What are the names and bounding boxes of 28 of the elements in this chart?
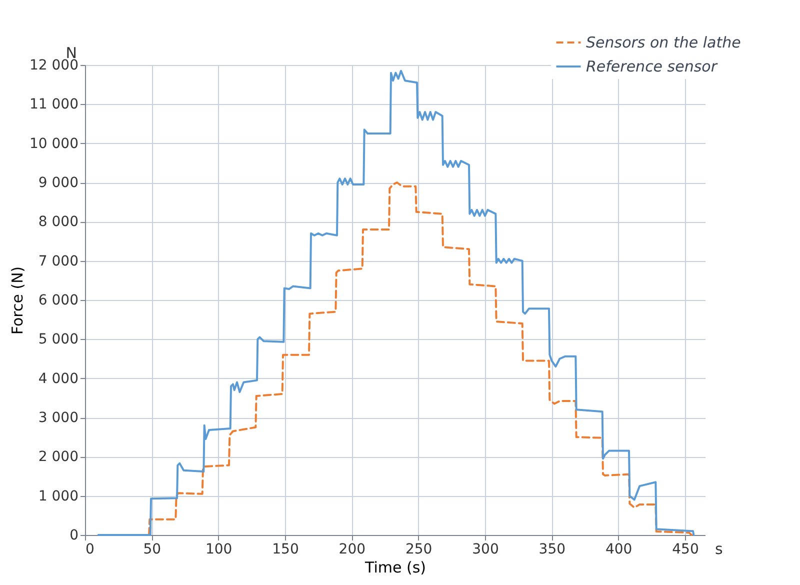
y-tick-label: 7 000	[38, 253, 78, 270]
x-tick-label: 300	[472, 542, 499, 558]
y-tick-label: 3 000	[38, 410, 78, 426]
x-axis-title: Time (s)	[364, 558, 426, 576]
y-axis-title: Force (N)	[8, 266, 27, 335]
x-tick-label: 450	[672, 542, 699, 558]
y-tick-label: 4 000	[38, 370, 78, 387]
x-tick-label: 350	[538, 542, 566, 558]
y-tick-label: 9 000	[38, 175, 78, 191]
y-tick-label: 2 000	[38, 449, 78, 466]
y-tick-label: 5 000	[38, 332, 78, 348]
y-tick-label: 11 000	[30, 96, 78, 113]
y-tick-label: 0	[70, 528, 78, 544]
x-tick-label: 100	[205, 542, 232, 558]
legend-label: Sensors on the lathe	[586, 34, 741, 52]
line-series	[148, 182, 693, 536]
x-tick-label: 0	[86, 542, 94, 558]
y-tick-label: 8 000	[38, 214, 78, 230]
text: s	[715, 540, 723, 558]
y-tick-label: 10 000	[30, 136, 78, 152]
legend-label: Reference sensor	[586, 58, 718, 76]
x-tick-label: 400	[605, 542, 632, 558]
y-tick-label: 6 000	[38, 292, 78, 308]
y-tick-label: 1 000	[38, 488, 78, 504]
x-tick-label: 150	[272, 542, 299, 558]
x-tick-label: 50	[143, 542, 162, 558]
x-tick-label: 250	[405, 542, 432, 558]
x-tick-label: 200	[338, 542, 366, 558]
